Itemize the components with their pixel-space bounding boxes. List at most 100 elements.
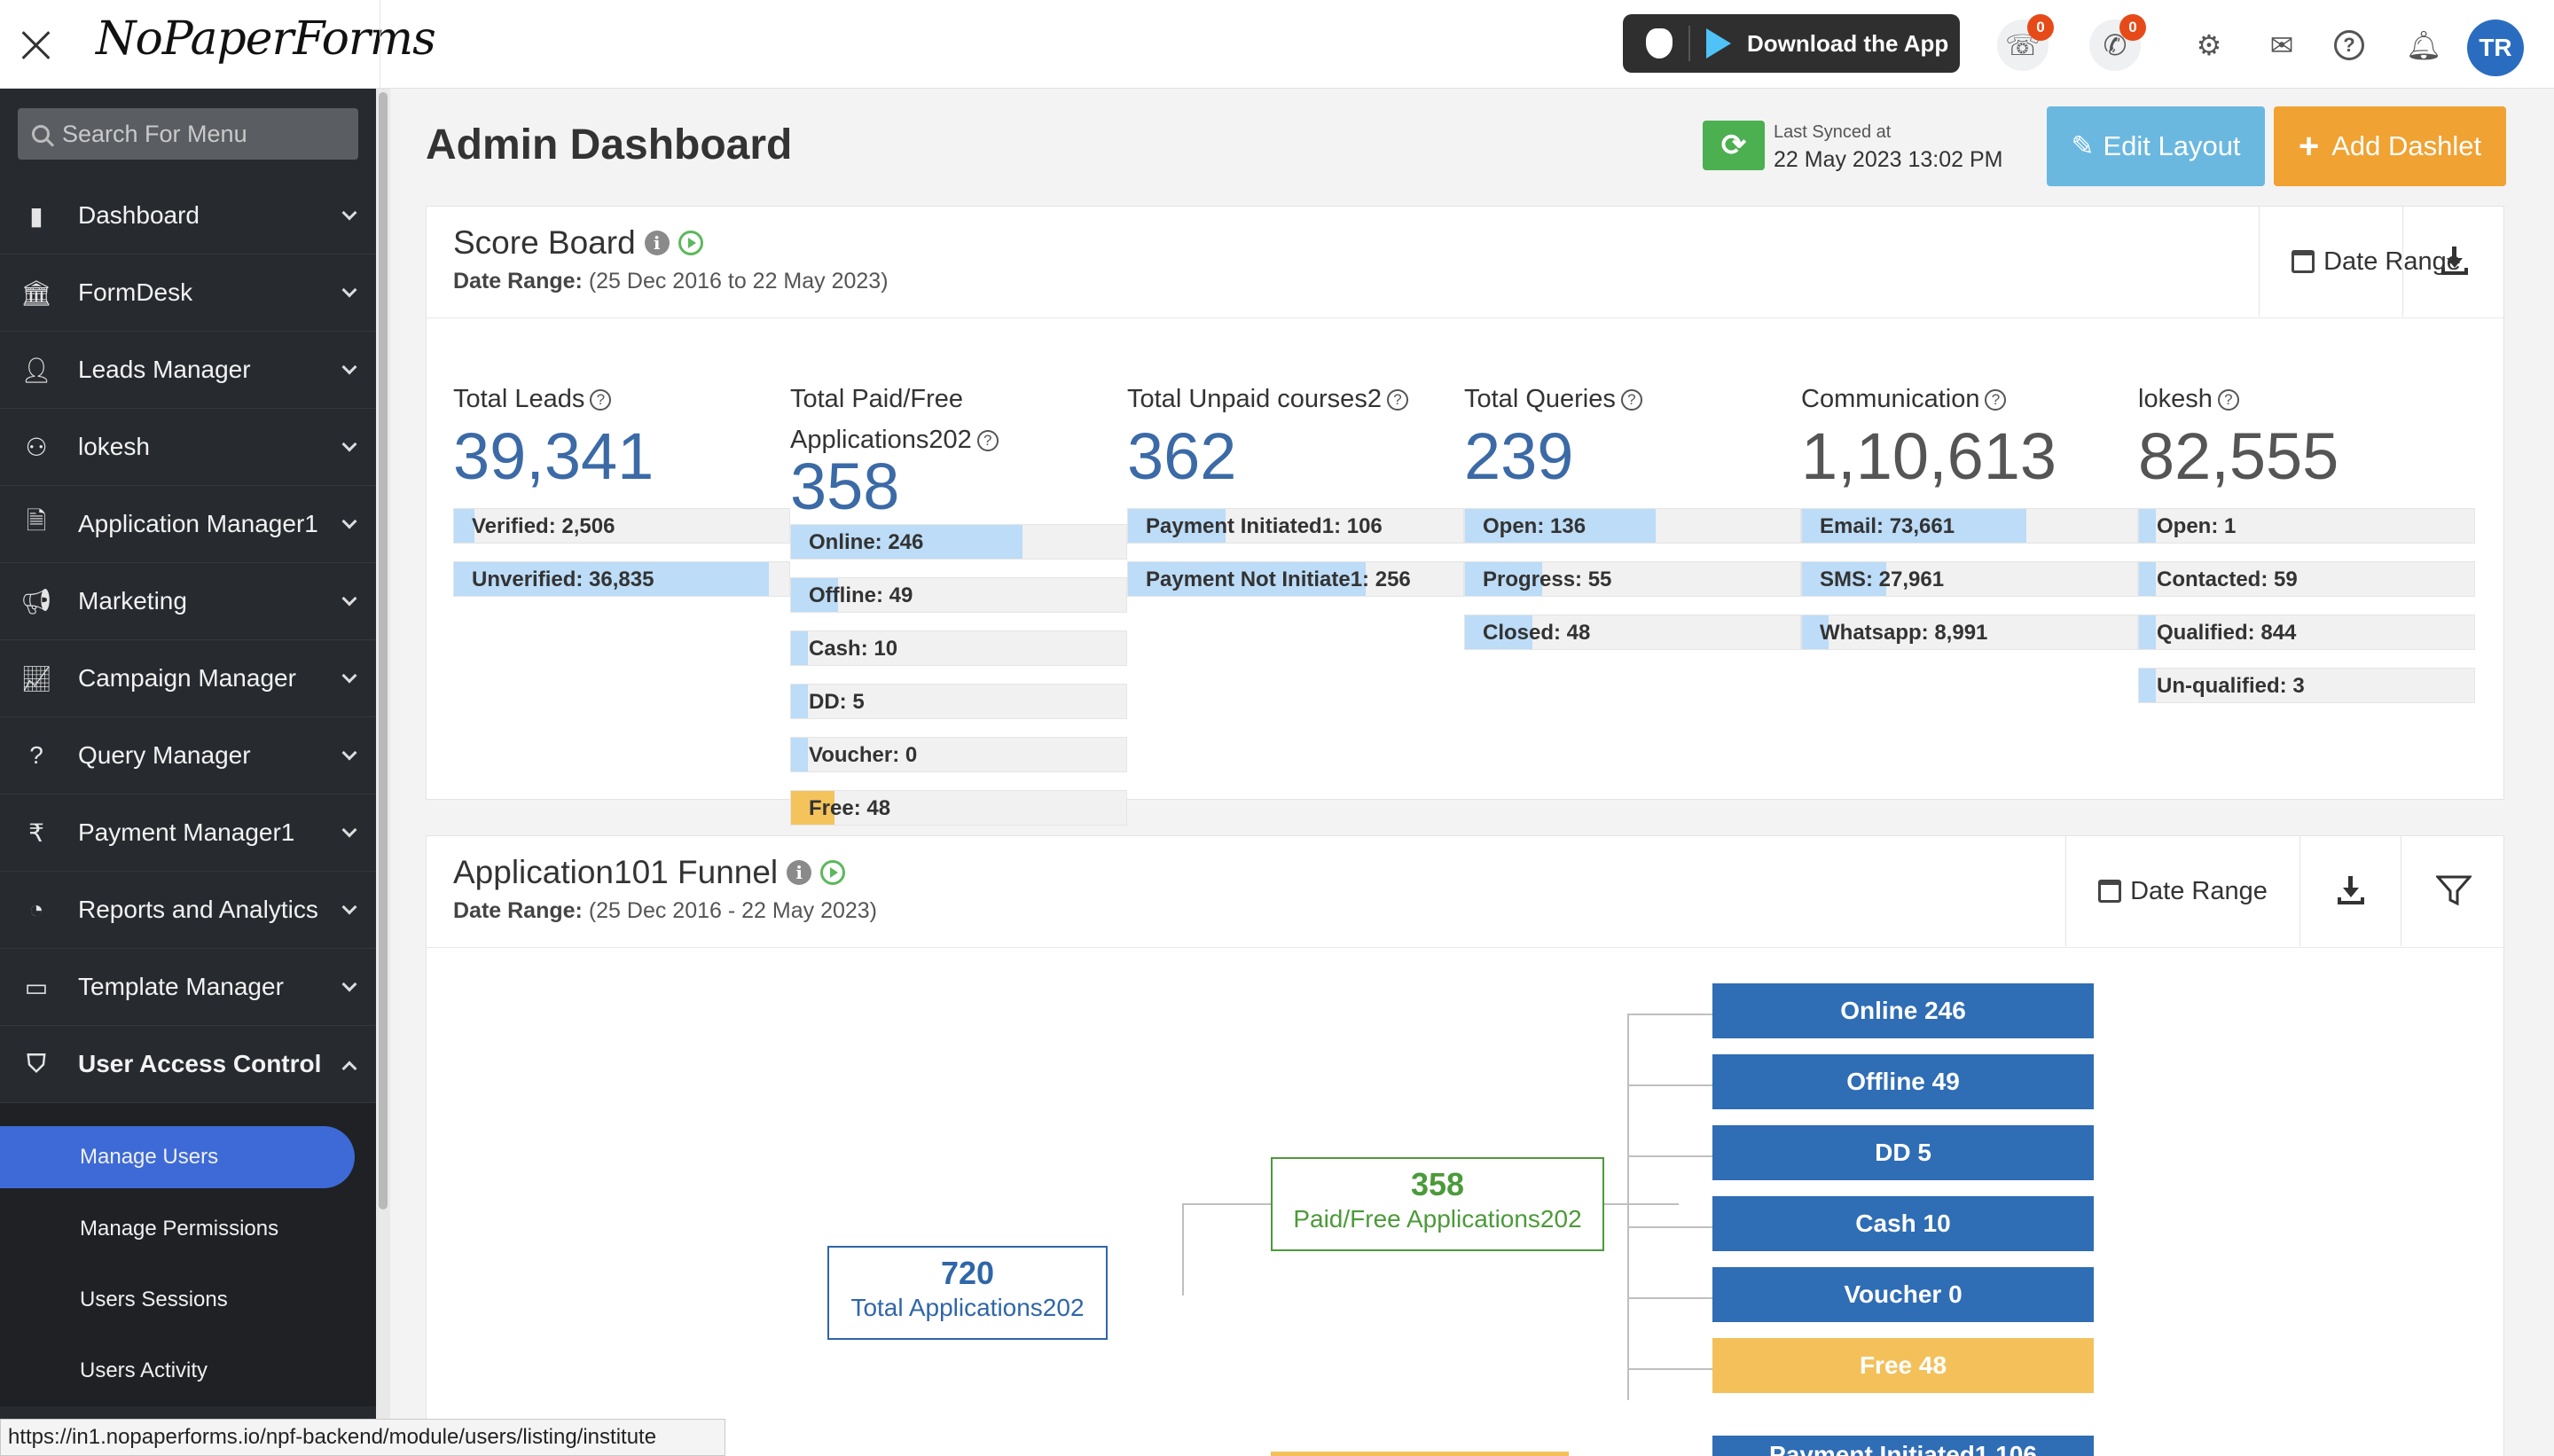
help-icon[interactable]: ?	[2217, 389, 2239, 411]
metric-bar[interactable]: Free: 48	[790, 790, 1127, 826]
help-button[interactable]: ?	[2323, 20, 2375, 71]
funnel-leaf-node[interactable]: Offline 49	[1712, 1054, 2094, 1109]
status-bar-url: https://in1.nopaperforms.io/npf-backend/…	[0, 1419, 725, 1456]
sidebar-item-dashboard[interactable]: ▮ Dashboard	[0, 177, 376, 254]
metric-value: 358	[790, 450, 900, 523]
download-app-button[interactable]: Download the App	[1623, 14, 1960, 73]
metric-bar[interactable]: Open: 136	[1464, 508, 1801, 544]
sidebar-subitem-manage-permissions[interactable]: Manage Permissions	[80, 1217, 279, 1241]
sidebar-item-campaign-manager[interactable]: 📈︎ Campaign Manager	[0, 640, 376, 717]
metric-bar-fill	[1802, 562, 1886, 596]
date-range-button[interactable]: Date Range	[2259, 207, 2493, 317]
sidebar-subitem-users-sessions[interactable]: Users Sessions	[80, 1288, 228, 1311]
metric-value: 82,555	[2138, 419, 2339, 493]
funnel-leaf-node[interactable]: Payment Initiated1 106	[1712, 1436, 2094, 1456]
close-menu-icon[interactable]	[16, 25, 57, 66]
metric-label: Total Queries?	[1464, 379, 1801, 419]
notifications-button[interactable]: 🔔︎	[2398, 20, 2449, 71]
metric-bar-fill	[1128, 562, 1367, 596]
metric-label: Total Unpaid courses2?	[1127, 379, 1464, 419]
sidebar-item-formdesk[interactable]: 🏛︎ FormDesk	[0, 254, 376, 332]
scoreboard-date-range: Date Range: (25 Dec 2016 to 22 May 2023)	[453, 269, 889, 294]
funnel-mid-node[interactable]: 358 Paid/Free Applications202	[1271, 1157, 1604, 1251]
metric-bar-fill	[791, 685, 808, 718]
info-icon[interactable]: i	[644, 231, 670, 255]
missed-call-button[interactable]: ☏ 0	[1997, 14, 2054, 71]
funnel-next-node-partial[interactable]	[1271, 1452, 1569, 1456]
connector-line	[1627, 1226, 1712, 1228]
chevron-down-icon	[341, 591, 357, 607]
sidebar-item-payment-manager[interactable]: ₹ Payment Manager1	[0, 795, 376, 872]
metric-bar-fill	[1802, 509, 2027, 543]
metric-bar[interactable]: Whatsapp: 8,991	[1801, 614, 2138, 650]
metric-bar[interactable]: DD: 5	[790, 684, 1127, 719]
metric-value: 39,341	[453, 419, 654, 493]
sidebar-item-label: Reports and Analytics	[78, 896, 318, 923]
help-icon[interactable]: ?	[590, 389, 612, 411]
logo[interactable]: NoPaperForms	[96, 12, 436, 66]
connector-line	[1182, 1203, 1273, 1205]
metric-bar[interactable]: Un-qualified: 3	[2138, 668, 2475, 703]
settings-button[interactable]: ⚙	[2183, 20, 2235, 71]
metric-bar[interactable]: Qualified: 844	[2138, 614, 2475, 650]
info-icon[interactable]: i	[787, 860, 812, 885]
metric-bar[interactable]: Verified: 2,506	[453, 508, 790, 544]
funnel-leaf-node[interactable]: DD 5	[1712, 1125, 2094, 1180]
download-button[interactable]	[2299, 836, 2401, 946]
menu-search-input[interactable]: Search For Menu	[18, 108, 358, 160]
metric-bar[interactable]: Progress: 55	[1464, 561, 1801, 597]
funnel-root-node[interactable]: 720 Total Applications202	[827, 1246, 1108, 1340]
sidebar-item-reports-analytics[interactable]: ◔ Reports and Analytics	[0, 872, 376, 949]
metric-bar[interactable]: Email: 73,661	[1801, 508, 2138, 544]
metric-bar[interactable]: Closed: 48	[1464, 614, 1801, 650]
sidebar-item-user-access-control[interactable]: ⛉ User Access Control	[0, 1026, 376, 1103]
metric-bar[interactable]: Online: 246	[790, 524, 1127, 560]
metric-bar-fill	[454, 562, 770, 596]
chevron-down-icon	[341, 282, 357, 298]
sidebar-subitem-manage-users[interactable]: Manage Users	[0, 1126, 355, 1188]
sidebar-item-leads-manager[interactable]: 👤︎ Leads Manager	[0, 332, 376, 409]
funnel-leaf-node[interactable]: Cash 10	[1712, 1196, 2094, 1251]
add-dashlet-button[interactable]: + Add Dashlet	[2274, 106, 2506, 186]
date-range-button-label: Date Range	[2130, 876, 2268, 905]
sidebar-subitem-users-activity[interactable]: Users Activity	[80, 1358, 208, 1382]
apple-icon	[1646, 28, 1673, 59]
phone-button[interactable]: ✆ 0	[2089, 14, 2146, 71]
sidebar-item-query-manager[interactable]: ? Query Manager	[0, 717, 376, 795]
funnel-leaf-node[interactable]: Voucher 0	[1712, 1267, 2094, 1322]
funnel-leaf-node[interactable]: Online 246	[1712, 983, 2094, 1038]
metric-bar[interactable]: Offline: 49	[790, 577, 1127, 613]
metric-bar[interactable]: Contacted: 59	[2138, 561, 2475, 597]
pie-chart-icon: ◔	[28, 896, 44, 923]
edit-layout-button[interactable]: ✎ Edit Layout	[2047, 106, 2265, 186]
help-icon[interactable]: ?	[1620, 389, 1642, 411]
template-icon: ▭	[24, 973, 49, 1001]
help-icon[interactable]: ?	[1985, 389, 2007, 411]
metric-bar[interactable]: Payment Not Initiate1: 256	[1127, 561, 1464, 597]
metric-bar-fill	[2139, 615, 2156, 649]
avatar[interactable]: TR	[2467, 20, 2524, 76]
metric-bar[interactable]: Payment Initiated1: 106	[1127, 508, 1464, 544]
metric-bar[interactable]: Voucher: 0	[790, 737, 1127, 772]
filter-button[interactable]	[2401, 836, 2505, 946]
sidebar-scrollbar-thumb[interactable]	[379, 92, 388, 1209]
gear-icon: ⚙	[2196, 29, 2222, 61]
metric-bar[interactable]: Open: 1	[2138, 508, 2475, 544]
play-icon[interactable]	[820, 860, 846, 885]
sidebar-item-application-manager[interactable]: 🗎︎ Application Manager1	[0, 486, 376, 563]
help-icon[interactable]: ?	[1386, 389, 1408, 411]
funnel-leaf-node[interactable]: Free 48	[1712, 1338, 2094, 1393]
download-button[interactable]	[2402, 207, 2505, 317]
sidebar-item-marketing[interactable]: 📢︎ Marketing	[0, 563, 376, 640]
help-icon[interactable]: ?	[976, 430, 999, 451]
metric-bar[interactable]: Cash: 10	[790, 630, 1127, 666]
metric-bar[interactable]: SMS: 27,961	[1801, 561, 2138, 597]
play-icon[interactable]	[678, 231, 703, 255]
sync-button[interactable]: ⟳	[1703, 121, 1765, 170]
announcements-button[interactable]: ✉	[2256, 20, 2307, 71]
sidebar-item-lokesh[interactable]: ⚇ lokesh	[0, 409, 376, 486]
chevron-down-icon	[341, 436, 357, 452]
sidebar-item-template-manager[interactable]: ▭ Template Manager	[0, 949, 376, 1026]
date-range-button[interactable]: Date Range	[2065, 836, 2299, 946]
metric-bar[interactable]: Unverified: 36,835	[453, 561, 790, 597]
